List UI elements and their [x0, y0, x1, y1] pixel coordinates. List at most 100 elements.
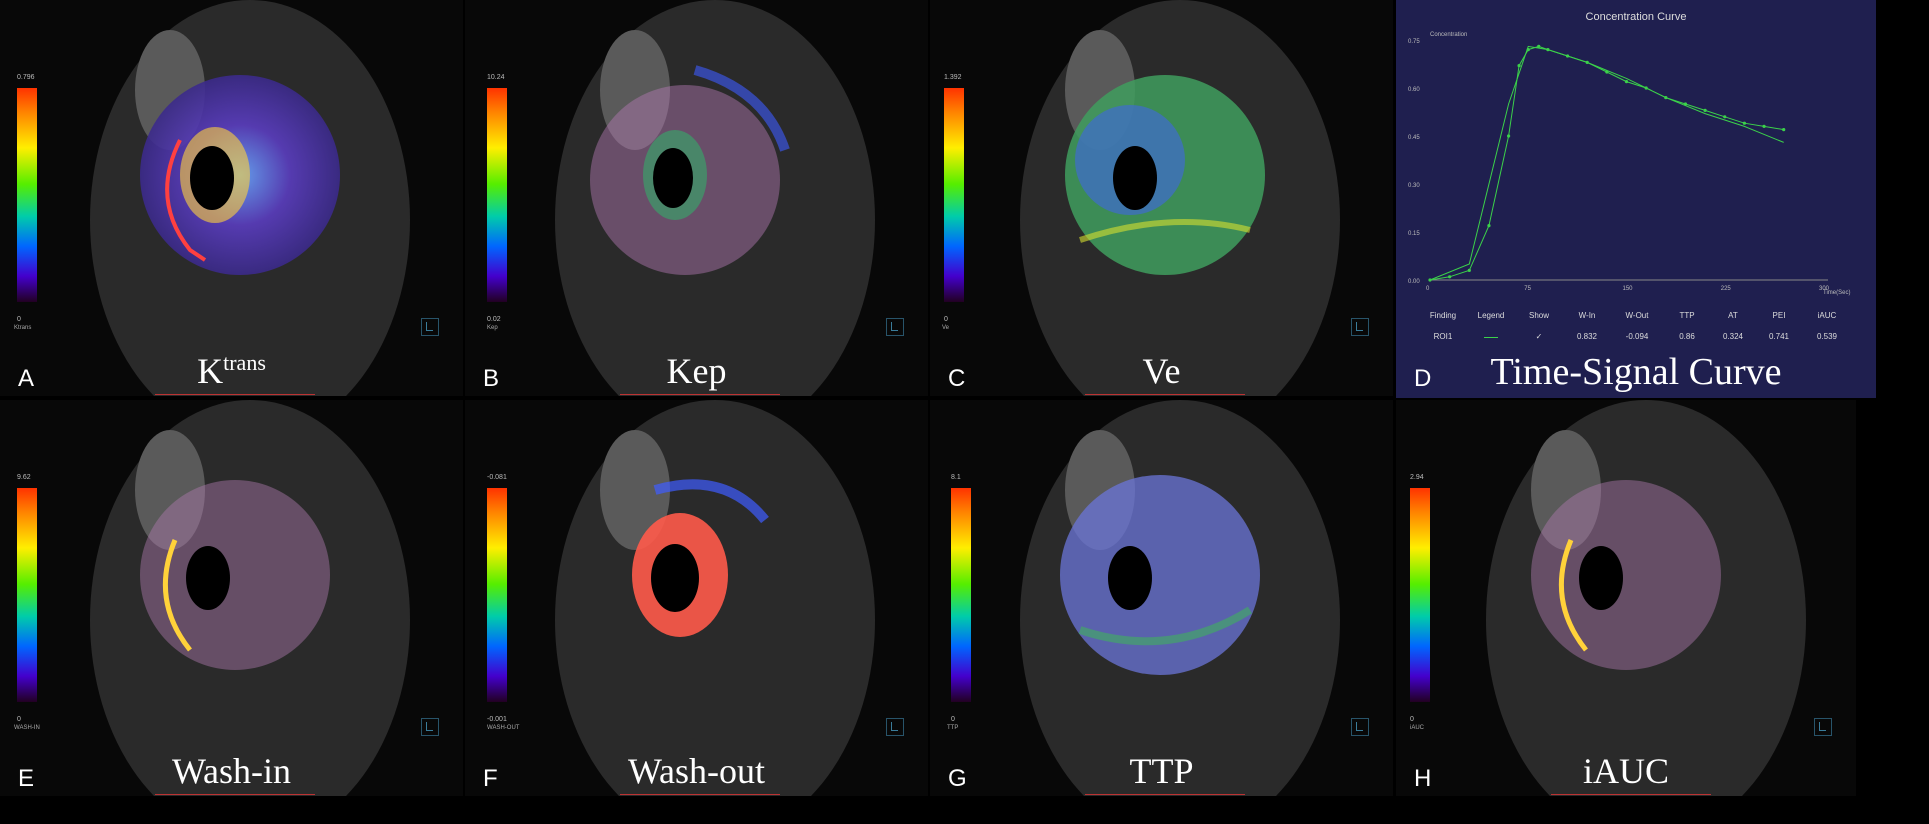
- colorbar-name: TTP: [947, 725, 959, 731]
- title-underline: [620, 794, 780, 795]
- colorbar: [951, 488, 971, 702]
- data-point: [1467, 268, 1471, 272]
- panel-letter: F: [483, 765, 498, 792]
- orientation-icon: [1814, 718, 1832, 736]
- x-tick-label: 150: [1623, 286, 1634, 292]
- table-cell: 0.86: [1679, 332, 1695, 341]
- panel-title: Kep: [666, 351, 727, 391]
- table-cell: 0.539: [1816, 332, 1838, 341]
- panel-letter: G: [948, 765, 967, 792]
- table-cell: ✓: [1535, 332, 1543, 341]
- colorbar-min: 0.02: [487, 316, 501, 323]
- data-point: [1723, 115, 1727, 119]
- mri-scan-image: [1020, 400, 1340, 796]
- table-header-cell: W-Out: [1625, 311, 1649, 320]
- colorbar-name: WASH-OUT: [487, 725, 520, 731]
- orientation-icon: [1351, 318, 1369, 336]
- orientation-icon: [421, 318, 439, 336]
- x-tick-label: 225: [1721, 286, 1732, 292]
- mri-scan-image: [90, 400, 410, 796]
- panel-letter: A: [18, 365, 35, 392]
- colorbar-max: -0.081: [487, 474, 507, 481]
- colorbar-min: 0: [17, 316, 21, 323]
- chart-title: Concentration Curve: [1585, 11, 1687, 23]
- data-point: [1703, 108, 1707, 112]
- colorbar-name: WASH-IN: [14, 725, 40, 731]
- mri-scan-image: [555, 0, 875, 396]
- colorbar-min: 0: [944, 316, 948, 323]
- mri-scan-image: [1486, 400, 1806, 796]
- table-header-cell: AT: [1728, 311, 1738, 320]
- colorbar: [487, 88, 507, 302]
- x-tick-label: 300: [1819, 286, 1830, 292]
- colorbar-max: 9.62: [17, 474, 31, 481]
- colorbar-name: Kep: [487, 325, 498, 331]
- orientation-icon: [1351, 718, 1369, 736]
- y-tick-label: 0.60: [1408, 87, 1420, 93]
- data-point: [1517, 64, 1521, 68]
- y-tick-label: 0.00: [1408, 279, 1420, 285]
- table-cell: ROI1: [1433, 332, 1453, 341]
- title-underline: [1085, 394, 1245, 395]
- colorbar-name: iAUC: [1410, 725, 1425, 731]
- y-tick-label: 0.15: [1408, 231, 1420, 237]
- colorbar: [944, 88, 964, 302]
- title-underline: [1085, 794, 1245, 795]
- data-point: [1448, 275, 1452, 279]
- panel-iauc: 2.94 0 iAUC H iAUC: [1396, 400, 1856, 796]
- colorbar-min: -0.001: [487, 716, 507, 723]
- panel-ktrans: 0.796 0 Ktrans A Ktrans: [0, 0, 463, 396]
- title-underline: [155, 394, 315, 395]
- table-header-cell: TTP: [1679, 311, 1695, 320]
- colorbar-max: 8.1: [951, 474, 961, 481]
- colorbar-max: 10.24: [487, 74, 505, 81]
- table-header-cell: Show: [1528, 311, 1549, 320]
- x-axis-label: Time(Sec): [1823, 290, 1850, 296]
- table-cell: 0.741: [1768, 332, 1790, 341]
- table-cell: 0.832: [1576, 332, 1598, 341]
- panel-kep: 10.24 0.02 Kep B Kep: [465, 0, 928, 396]
- table-header-cell: PEI: [1772, 311, 1786, 320]
- mri-scan-image: [1020, 0, 1340, 396]
- table-header-cell: iAUC: [1817, 311, 1837, 320]
- colorbar-max: 0.796: [17, 74, 35, 81]
- panel-title: Time-Signal Curve: [1490, 351, 1782, 393]
- colorbar: [17, 488, 37, 702]
- data-point: [1782, 128, 1786, 132]
- panel-time-signal-curve: Concentration Curve Concentration Time(S…: [1396, 0, 1876, 398]
- table-cell: -0.094: [1625, 332, 1649, 341]
- colorbar-name: Ve: [942, 325, 950, 331]
- mri-scan-image: [90, 0, 410, 396]
- title-underline: [155, 794, 315, 795]
- x-tick-label: 0: [1426, 286, 1430, 292]
- colorbar: [1410, 488, 1430, 702]
- panel-title: Wash-in: [171, 751, 292, 791]
- data-point: [1537, 44, 1541, 49]
- panel-title: TTP: [1129, 751, 1194, 791]
- colorbar: [17, 88, 37, 302]
- data-point: [1624, 80, 1629, 84]
- panel-letter: E: [18, 765, 35, 792]
- panel-wash-in: 9.62 0 WASH-IN E Wash-in: [0, 400, 463, 796]
- data-point: [1742, 121, 1746, 125]
- panel-title: Ktrans: [197, 350, 266, 391]
- table-header-cell: W-In: [1578, 311, 1596, 320]
- panel-title: Ve: [1142, 351, 1181, 391]
- data-point: [1487, 224, 1491, 228]
- orientation-icon: [421, 718, 439, 736]
- panel-title: Wash-out: [627, 751, 766, 791]
- table-header-cell: Finding: [1429, 311, 1457, 320]
- y-axis-label: Concentration: [1430, 32, 1467, 38]
- colorbar-max: 2.94: [1410, 474, 1424, 481]
- colorbar-max: 1.392: [944, 74, 962, 81]
- colorbar-name: Ktrans: [14, 325, 32, 331]
- panel-ve: 1.392 0 Ve C Ve: [930, 0, 1393, 396]
- panel-letter: D: [1414, 365, 1432, 392]
- table-header-cell: Legend: [1477, 311, 1505, 320]
- table-header-row: Finding Legend Show W-In W-Out TTP AT PEI iAUC: [1418, 311, 1858, 323]
- title-underline: [1551, 794, 1711, 795]
- series-line-2: [1429, 45, 1784, 281]
- panel-letter: C: [948, 365, 966, 392]
- concentration-chart: Concentration Time(Sec) 0.00 0.15 0.30 0.45…: [1408, 32, 1850, 296]
- x-tick-label: 75: [1524, 286, 1531, 292]
